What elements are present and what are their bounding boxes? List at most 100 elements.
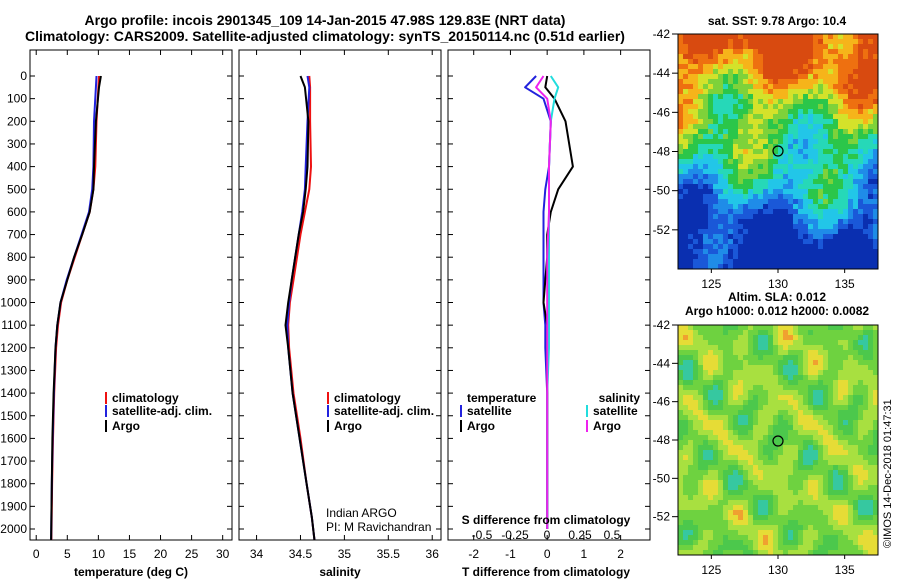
sla-cell [823, 415, 828, 420]
sla-cell [788, 380, 793, 385]
sla-cell [728, 325, 733, 330]
sst-cell [768, 34, 773, 39]
sla-cell [868, 330, 873, 335]
sst-cell [698, 184, 703, 189]
sla-cell [678, 465, 683, 470]
sla-cell [728, 395, 733, 400]
sla-cell [818, 325, 823, 330]
sst-cell [678, 124, 683, 129]
sst-cell [813, 174, 818, 179]
sst-cell [758, 239, 763, 244]
sst-cell [838, 184, 843, 189]
sla-cell [853, 460, 858, 465]
sla-cell [733, 380, 738, 385]
sla-cell [853, 445, 858, 450]
sst-cell [693, 219, 698, 224]
sla-cell [718, 445, 723, 450]
sst-cell [848, 214, 853, 219]
sst-cell [693, 99, 698, 104]
sst-cell [753, 124, 758, 129]
sla-cell [778, 405, 783, 410]
sst-cell [843, 99, 848, 104]
sst-cell [683, 174, 688, 179]
sst-cell [788, 39, 793, 44]
sla-cell [683, 335, 688, 340]
sla-cell [823, 490, 828, 495]
sst-cell [693, 34, 698, 39]
sst-cell [798, 244, 803, 249]
sla-cell [768, 460, 773, 465]
temperature-panel: 0100200300400500600700800900100011001200… [0, 49, 233, 579]
sst-cell [813, 229, 818, 234]
sla-cell [863, 475, 868, 480]
sla-cell [798, 330, 803, 335]
sla-cell [753, 440, 758, 445]
sst-cell [793, 54, 798, 59]
sst-cell [843, 189, 848, 194]
sla-cell [768, 550, 773, 555]
sla-cell [783, 480, 788, 485]
sst-cell [733, 149, 738, 154]
sla-cell [833, 430, 838, 435]
sla-cell [698, 415, 703, 420]
sst-cell [738, 49, 743, 54]
sla-cell [873, 535, 878, 540]
sla-cell [698, 430, 703, 435]
sla-cell [743, 420, 748, 425]
sla-cell [753, 425, 758, 430]
sla-cell [853, 510, 858, 515]
sst-cell [818, 104, 823, 109]
sla-cell [713, 495, 718, 500]
sla-cell [688, 455, 693, 460]
sla-cell [678, 340, 683, 345]
sst-cell [723, 159, 728, 164]
sla-cell [703, 365, 708, 370]
sla-cell [838, 445, 843, 450]
sla-cell [828, 475, 833, 480]
sla-cell [708, 325, 713, 330]
sst-cell [783, 39, 788, 44]
sst-cell [873, 84, 878, 89]
sla-cell [753, 360, 758, 365]
sst-cell [808, 169, 813, 174]
sst-cell [748, 39, 753, 44]
sst-cell [833, 244, 838, 249]
sla-cell [803, 535, 808, 540]
sst-cell [863, 74, 868, 79]
sla-cell [853, 380, 858, 385]
sst-cell [743, 49, 748, 54]
sla-cell [688, 435, 693, 440]
sla-cell [723, 335, 728, 340]
sla-cell [858, 430, 863, 435]
sla-cell [688, 460, 693, 465]
temperature-x-ticks: 0 5 10 15 20 25 30 [33, 50, 230, 561]
sst-cell [808, 134, 813, 139]
sla-cell [798, 480, 803, 485]
sst-cell [718, 64, 723, 69]
sst-cell [693, 234, 698, 239]
sst-cell [768, 249, 773, 254]
sst-cell [873, 189, 878, 194]
sla-cell [838, 485, 843, 490]
sla-cell [833, 540, 838, 545]
sla-cell [713, 395, 718, 400]
sst-cell [803, 164, 808, 169]
sla-cell [728, 480, 733, 485]
sla-cell [703, 385, 708, 390]
sla-cell [723, 460, 728, 465]
sla-cell [723, 375, 728, 380]
sst-cell [698, 239, 703, 244]
sla-cell [823, 445, 828, 450]
sst-cell [763, 144, 768, 149]
sst-cell [738, 44, 743, 49]
sla-cell [683, 390, 688, 395]
sla-cell [843, 545, 848, 550]
sst-cell [833, 89, 838, 94]
sst-cell [818, 79, 823, 84]
sst-cell [768, 104, 773, 109]
sla-cell [793, 330, 798, 335]
sla-cell [743, 365, 748, 370]
sst-cell [863, 184, 868, 189]
sst-cell [763, 259, 768, 264]
sla-cell [708, 460, 713, 465]
